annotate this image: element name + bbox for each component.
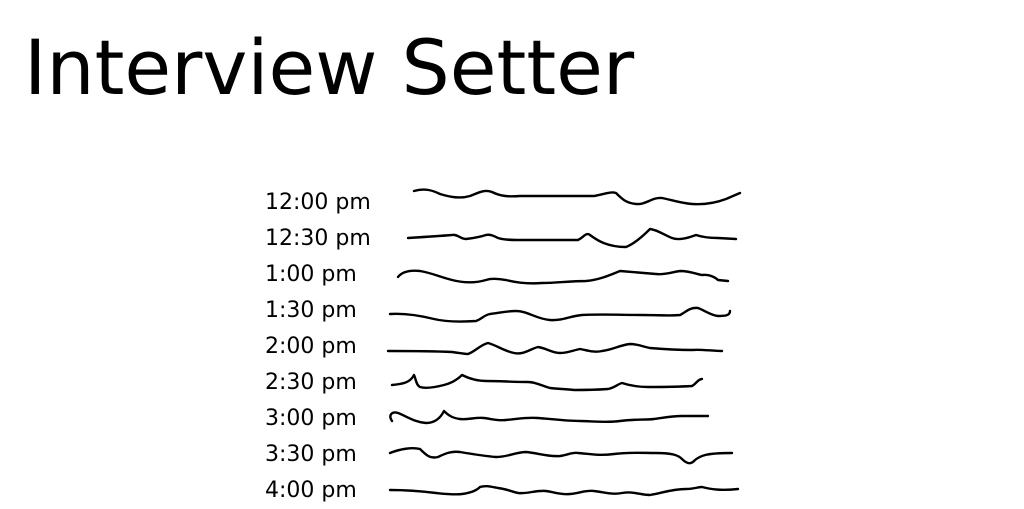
time-slot-label: 3:30 pm (265, 442, 357, 467)
time-slot-row[interactable]: 12:00 pm (0, 185, 1024, 221)
name-entry-line[interactable] (380, 329, 760, 365)
time-slot-row[interactable]: 3:00 pm (0, 401, 1024, 437)
name-entry-line[interactable] (380, 257, 760, 293)
time-slot-row[interactable]: 3:30 pm (0, 437, 1024, 473)
name-entry-line[interactable] (380, 293, 760, 329)
page-title: Interview Setter (24, 23, 635, 112)
time-slot-label: 3:00 pm (265, 406, 357, 431)
time-slot-label: 2:00 pm (265, 334, 357, 359)
time-slot-row[interactable]: 12:30 pm (0, 221, 1024, 257)
name-entry-line[interactable] (380, 365, 760, 401)
name-entry-line[interactable] (380, 473, 760, 509)
time-slot-label: 1:30 pm (265, 298, 357, 323)
time-slot-row[interactable]: 4:00 pm (0, 473, 1024, 509)
time-slot-label: 4:00 pm (265, 478, 357, 503)
time-slot-label: 12:00 pm (265, 190, 371, 215)
time-slot-row[interactable]: 1:30 pm (0, 293, 1024, 329)
time-slot-row[interactable]: 2:30 pm (0, 365, 1024, 401)
time-slot-row[interactable]: 1:00 pm (0, 257, 1024, 293)
name-entry-line[interactable] (380, 401, 760, 437)
time-slot-row[interactable]: 2:00 pm (0, 329, 1024, 365)
time-slot-label: 2:30 pm (265, 370, 357, 395)
name-entry-line[interactable] (380, 437, 760, 473)
time-slot-label: 1:00 pm (265, 262, 357, 287)
time-slot-label: 12:30 pm (265, 226, 371, 251)
name-entry-line[interactable] (380, 185, 760, 221)
name-entry-line[interactable] (380, 221, 760, 257)
